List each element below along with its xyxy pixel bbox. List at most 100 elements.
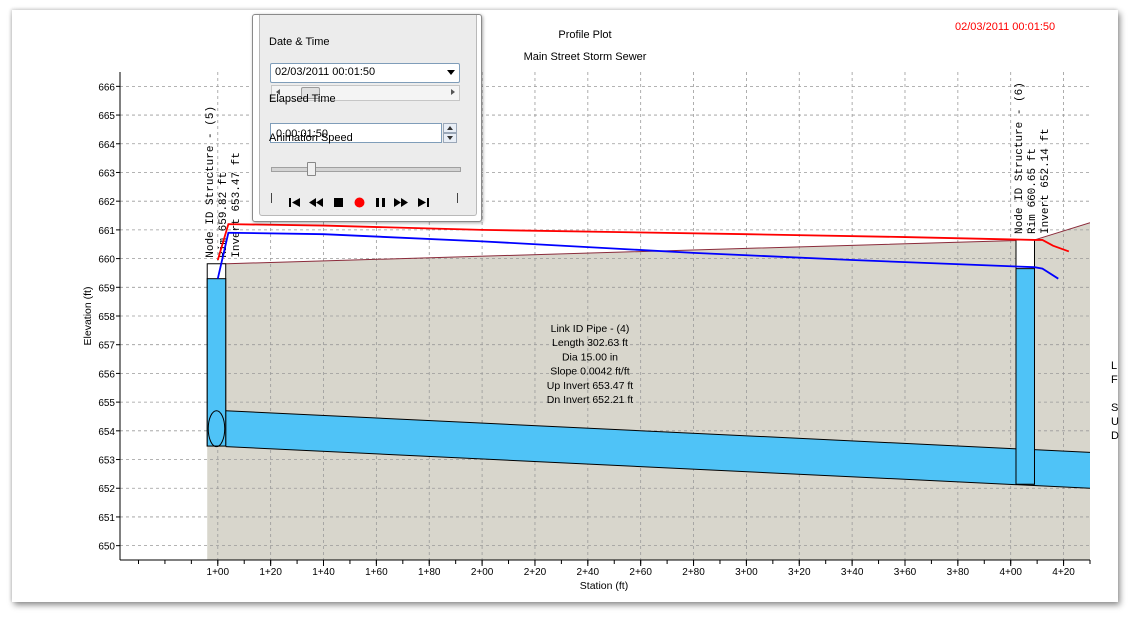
slider-end-tick — [457, 193, 458, 203]
pipe-annotation: Up Invert 653.47 ft — [547, 380, 633, 392]
structure-label: Invert 653.47 ft — [231, 152, 243, 258]
structure-label: Node ID Structure - (5) — [205, 106, 217, 258]
clipped-text-fragment: U — [1111, 416, 1119, 428]
x-tick-label: 4+00 — [999, 567, 1022, 578]
manhole-water-fill — [1015, 268, 1035, 485]
x-axis-label: Station (ft) — [580, 580, 628, 592]
y-tick-label: 666 — [98, 82, 115, 93]
record-icon — [354, 197, 365, 208]
scroll-left-icon[interactable] — [276, 89, 280, 95]
date-time-scrollbar[interactable] — [271, 85, 460, 101]
y-tick-label: 650 — [98, 542, 115, 553]
elapsed-time-label: Elapsed Time — [269, 93, 336, 105]
y-tick-label: 660 — [98, 255, 115, 266]
panel-body — [259, 15, 477, 216]
spin-up-icon[interactable] — [443, 123, 457, 133]
pipe-annotation: Dn Invert 652.21 ft — [547, 394, 633, 406]
slider-end-tick — [271, 193, 272, 203]
structure-label: Rim 659.82 ft — [218, 172, 230, 258]
elapsed-time-input[interactable] — [271, 126, 436, 142]
animation-speed-slider[interactable] — [271, 162, 461, 176]
scroll-thumb[interactable] — [300, 87, 320, 99]
x-tick-label: 2+00 — [471, 567, 494, 578]
skip-to-start-button[interactable] — [286, 193, 304, 211]
y-tick-label: 653 — [98, 456, 115, 467]
structure-label: Rim 660.65 ft — [1027, 148, 1039, 234]
clipped-text-fragment: F — [1111, 374, 1118, 386]
pipe-opening — [207, 410, 226, 448]
clipped-text-fragment: L — [1111, 360, 1118, 372]
y-tick-label: 654 — [98, 427, 115, 438]
elapsed-time-field[interactable] — [270, 123, 442, 143]
elapsed-time-spinner[interactable] — [443, 123, 457, 143]
y-tick-label: 661 — [98, 226, 115, 237]
y-tick-label: 652 — [98, 484, 115, 495]
series-line — [216, 231, 1059, 280]
pipe-annotation: Slope 0.0042 ft/ft — [550, 366, 629, 378]
y-tick-label: 657 — [98, 341, 115, 352]
x-tick-label: 3+60 — [894, 567, 917, 578]
x-tick-label: 2+60 — [629, 567, 652, 578]
y-axis-label: Elevation (ft) — [82, 287, 94, 346]
structure-label: Node ID Structure - (6) — [1014, 82, 1026, 234]
fast-forward-button[interactable] — [392, 193, 410, 211]
pipe-annotation: Length 302.63 ft — [552, 337, 628, 349]
clipped-text-fragment: D — [1111, 430, 1119, 442]
dropdown-arrow-icon[interactable] — [447, 70, 455, 75]
structure-label: Invert 652.14 ft — [1040, 128, 1052, 234]
x-tick-label: 1+00 — [207, 567, 230, 578]
series-line — [216, 223, 1070, 261]
date-time-label: Date & Time — [269, 36, 330, 48]
stop-icon — [334, 198, 343, 207]
x-tick-label: 3+20 — [788, 567, 811, 578]
chart-title: Profile Plot — [558, 29, 612, 41]
slider-track — [271, 167, 461, 172]
skip-to-end-icon — [418, 198, 429, 207]
skip-to-end-button[interactable] — [414, 193, 432, 211]
pause-icon — [376, 198, 385, 207]
manhole-water-fill — [206, 278, 227, 447]
scroll-right-icon[interactable] — [451, 89, 455, 95]
x-tick-label: 3+40 — [841, 567, 864, 578]
y-tick-label: 662 — [98, 197, 115, 208]
y-tick-label: 655 — [98, 398, 115, 409]
pipe-annotation: Link ID Pipe - (4) — [551, 323, 630, 335]
rewind-icon — [309, 198, 323, 207]
x-tick-label: 1+60 — [365, 567, 388, 578]
date-time-value: 02/03/2011 00:01:50 — [275, 66, 376, 78]
stop-button[interactable] — [329, 193, 347, 211]
chart-subtitle: Main Street Storm Sewer — [523, 51, 647, 63]
x-tick-label: 1+80 — [418, 567, 441, 578]
y-tick-label: 663 — [98, 168, 115, 179]
x-tick-label: 3+00 — [735, 567, 758, 578]
pipe-invert-line — [225, 446, 1090, 489]
spin-down-icon[interactable] — [443, 133, 457, 143]
x-tick-label: 2+80 — [682, 567, 705, 578]
pipe-annotation: Dia 15.00 in — [562, 351, 618, 363]
clipped-text-fragment: S — [1111, 402, 1119, 414]
current-timestamp: 02/03/2011 00:01:50 — [955, 21, 1056, 33]
date-time-select[interactable]: 02/03/2011 00:01:50 — [270, 63, 460, 83]
y-tick-label: 651 — [98, 513, 115, 524]
x-tick-label: 2+20 — [524, 567, 547, 578]
x-tick-label: 2+40 — [577, 567, 600, 578]
record-button[interactable] — [350, 193, 368, 211]
x-tick-label: 3+80 — [947, 567, 970, 578]
x-tick-label: 1+20 — [259, 567, 282, 578]
y-tick-label: 656 — [98, 369, 115, 380]
pipe-water-fill — [225, 410, 1090, 489]
animation-speed-label: Animation Speed — [269, 132, 353, 144]
y-tick-label: 665 — [98, 111, 115, 122]
x-tick-label: 1+40 — [312, 567, 335, 578]
skip-to-start-icon — [289, 198, 300, 207]
pipe-crown-line — [225, 410, 1090, 453]
pause-button[interactable] — [371, 193, 389, 211]
plot-area: Node ID Structure - (5) Rim 659.82 ft Inve… — [120, 72, 1090, 560]
rewind-button[interactable] — [307, 193, 325, 211]
y-tick-label: 658 — [98, 312, 115, 323]
slider-knob[interactable] — [307, 162, 316, 176]
fast-forward-icon — [394, 198, 408, 207]
animation-control-panel: Date & Time 02/03/2011 00:01:50 Elapsed … — [252, 14, 482, 222]
x-tick-label: 4+20 — [1052, 567, 1075, 578]
